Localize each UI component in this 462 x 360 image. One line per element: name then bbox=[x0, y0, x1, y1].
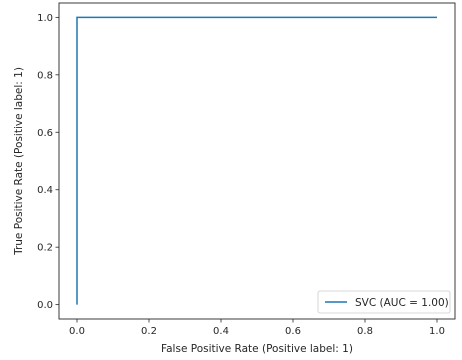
y-tick-label: 0.8 bbox=[37, 70, 53, 81]
x-tick-label: 0.6 bbox=[285, 326, 301, 337]
x-tick-label: 0.8 bbox=[357, 326, 373, 337]
x-axis-ticks: 0.0 0.2 0.4 0.6 0.8 1.0 bbox=[69, 319, 445, 337]
series-line-0 bbox=[76, 16, 437, 305]
legend-box bbox=[317, 290, 451, 314]
x-tick-label: 0.2 bbox=[141, 326, 157, 337]
x-axis-label: False Positive Rate (Positive label: 1) bbox=[161, 343, 353, 355]
y-tick-label: 0.6 bbox=[37, 128, 53, 139]
y-axis-ticks: 0.0 0.2 0.4 0.6 0.8 1.0 bbox=[37, 13, 59, 311]
y-tick-label: 0.0 bbox=[37, 300, 53, 311]
x-tick-label: 0.4 bbox=[213, 326, 229, 337]
y-tick-label: 0.2 bbox=[37, 243, 53, 254]
series-layer bbox=[76, 16, 437, 305]
y-tick-label: 1.0 bbox=[37, 13, 53, 24]
legend-entry-label: SVC (AUC = 1.00) bbox=[355, 297, 449, 309]
plot-frame bbox=[58, 2, 456, 320]
x-tick-label: 0.0 bbox=[69, 326, 85, 337]
y-axis-label: True Positive Rate (Positive label: 1) bbox=[13, 67, 25, 256]
y-tick-label: 0.4 bbox=[37, 185, 53, 196]
legend: SVC (AUC = 1.00) bbox=[317, 290, 451, 314]
x-tick-label: 1.0 bbox=[429, 326, 445, 337]
plot-area bbox=[59, 3, 455, 319]
